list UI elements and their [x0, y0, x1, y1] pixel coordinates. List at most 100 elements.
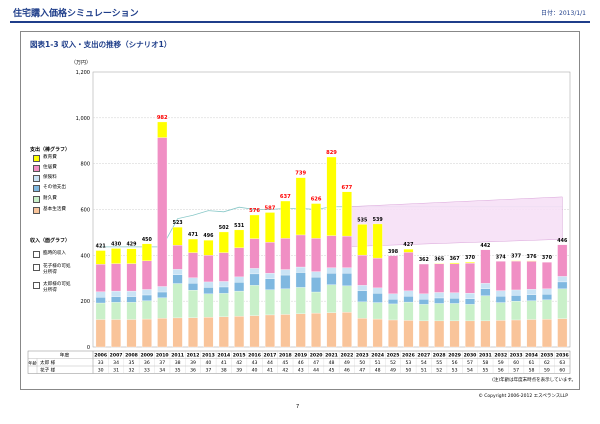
table-cell: 57 — [467, 360, 473, 366]
table-cell: 44 — [313, 368, 319, 374]
table-cell: 46 — [298, 360, 304, 366]
bar-segment — [434, 303, 445, 322]
bar-segment — [234, 316, 245, 348]
total-label: 450 — [142, 237, 153, 243]
bar-segment — [403, 290, 414, 297]
bar-segment — [141, 260, 152, 290]
bar-segment — [341, 285, 352, 313]
bar-segment — [418, 293, 429, 300]
total-label: 362 — [419, 257, 429, 263]
table-cell: 40 — [252, 368, 258, 374]
table-cell: 41 — [221, 360, 227, 366]
legend-label: その他支出 — [43, 185, 66, 190]
bar-segment — [449, 262, 460, 264]
total-label: 739 — [295, 171, 306, 177]
bar-segment — [111, 290, 122, 297]
bar-segment — [326, 156, 337, 236]
bar-segment — [218, 286, 229, 294]
bar-segment — [95, 264, 106, 292]
bar-segment — [465, 298, 475, 305]
bar-segment — [526, 261, 537, 290]
legend-item-education: 教育費 — [33, 155, 57, 164]
bar-segment — [526, 289, 537, 295]
bar-segment — [172, 245, 183, 270]
bar-segment — [249, 238, 260, 269]
table-cell: 48 — [329, 360, 335, 366]
bar-segment — [541, 288, 552, 295]
bar-segment — [403, 248, 414, 253]
bar-segment — [126, 290, 137, 297]
table-cell: 36 — [190, 368, 196, 374]
legend-swatch — [33, 207, 40, 214]
x-tick-label: 2017 — [264, 353, 277, 359]
table-cell: 51 — [375, 360, 381, 366]
bar-segment — [418, 320, 429, 348]
bar-segment — [372, 287, 383, 294]
table-cell: 47 — [313, 360, 319, 366]
table-cell: 30 — [98, 368, 104, 374]
data-table — [27, 350, 571, 374]
table-cell: 36 — [144, 360, 150, 366]
table-cell: 50 — [359, 360, 365, 366]
table-cell: 43 — [298, 368, 304, 374]
legend-item-housing: 住居費 — [33, 165, 57, 174]
legend-item-living: 基本生活費 — [33, 207, 66, 216]
bar-segment — [157, 291, 168, 298]
bar-segment — [372, 293, 383, 303]
total-label: 523 — [173, 220, 183, 226]
bar-segment — [95, 291, 106, 298]
bar-segment — [295, 177, 306, 236]
bar-segment — [495, 320, 506, 348]
table-cell: 61 — [529, 360, 535, 366]
table-row-label: 花子 様 — [40, 367, 56, 374]
total-label: 398 — [388, 249, 399, 255]
bar-segment — [234, 290, 245, 317]
copyright: © Copyright 2006-2012 エスペランスLLP — [478, 394, 568, 399]
bar-segment — [511, 260, 522, 291]
bar-segment — [495, 302, 506, 321]
table-cell: 44 — [267, 360, 273, 366]
table-cell: 42 — [282, 368, 288, 374]
legend-item-temp-income: 臨時的収入 — [33, 251, 66, 260]
table-cell: 54 — [421, 360, 427, 366]
bar-segment — [126, 302, 137, 320]
x-tick-label: 2035 — [541, 353, 554, 359]
bar-segment — [526, 319, 537, 348]
bar-segment — [280, 269, 291, 276]
bar-segment — [95, 302, 106, 320]
legend-item-insurance: 保険料 — [33, 175, 57, 184]
bar-segment — [388, 293, 398, 300]
bar-segment — [557, 244, 568, 277]
x-tick-label: 2019 — [294, 353, 307, 359]
bar-segment — [341, 191, 352, 237]
table-cell: 42 — [236, 360, 242, 366]
bar-segment — [295, 266, 306, 273]
bar-segment — [449, 298, 460, 304]
bar-segment — [249, 285, 260, 316]
legend-label: 教育費 — [43, 155, 57, 160]
legend-label: 基本生活費 — [43, 207, 66, 212]
x-tick-label: 2025 — [387, 353, 400, 359]
table-cell: 58 — [482, 360, 488, 366]
x-tick-label: 2034 — [525, 353, 538, 359]
table-cell: 50 — [406, 368, 412, 374]
bar-segment — [295, 313, 306, 348]
figure-title: 図表1-3 収入・支出の推移（シナリオ1） — [30, 40, 172, 49]
table-cell: 63 — [559, 360, 565, 366]
bar-segment — [126, 296, 137, 303]
table-cell: 49 — [344, 360, 350, 366]
table-cell: 47 — [359, 368, 365, 374]
bar-segment — [511, 295, 522, 302]
total-label: 677 — [341, 185, 352, 191]
income-legend-title: 収入（面グラフ） — [30, 238, 71, 244]
legend-swatch — [33, 155, 40, 162]
y-tick-label: 400 — [80, 253, 90, 259]
total-label: 496 — [203, 233, 214, 239]
bar-segment — [511, 289, 522, 296]
x-tick-label: 2033 — [510, 353, 523, 359]
bar-segment — [280, 274, 291, 289]
bar-segment — [341, 312, 352, 348]
table-cell: 56 — [498, 368, 504, 374]
bar-segment — [265, 273, 275, 279]
bar-segment — [326, 312, 337, 348]
